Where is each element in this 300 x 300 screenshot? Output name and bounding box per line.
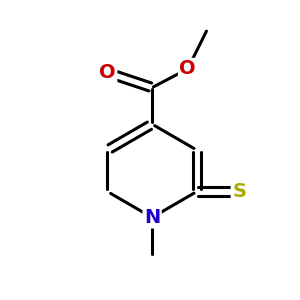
Text: S: S bbox=[232, 182, 246, 201]
Text: N: N bbox=[144, 208, 160, 227]
Text: O: O bbox=[99, 63, 116, 82]
Text: O: O bbox=[179, 59, 196, 78]
